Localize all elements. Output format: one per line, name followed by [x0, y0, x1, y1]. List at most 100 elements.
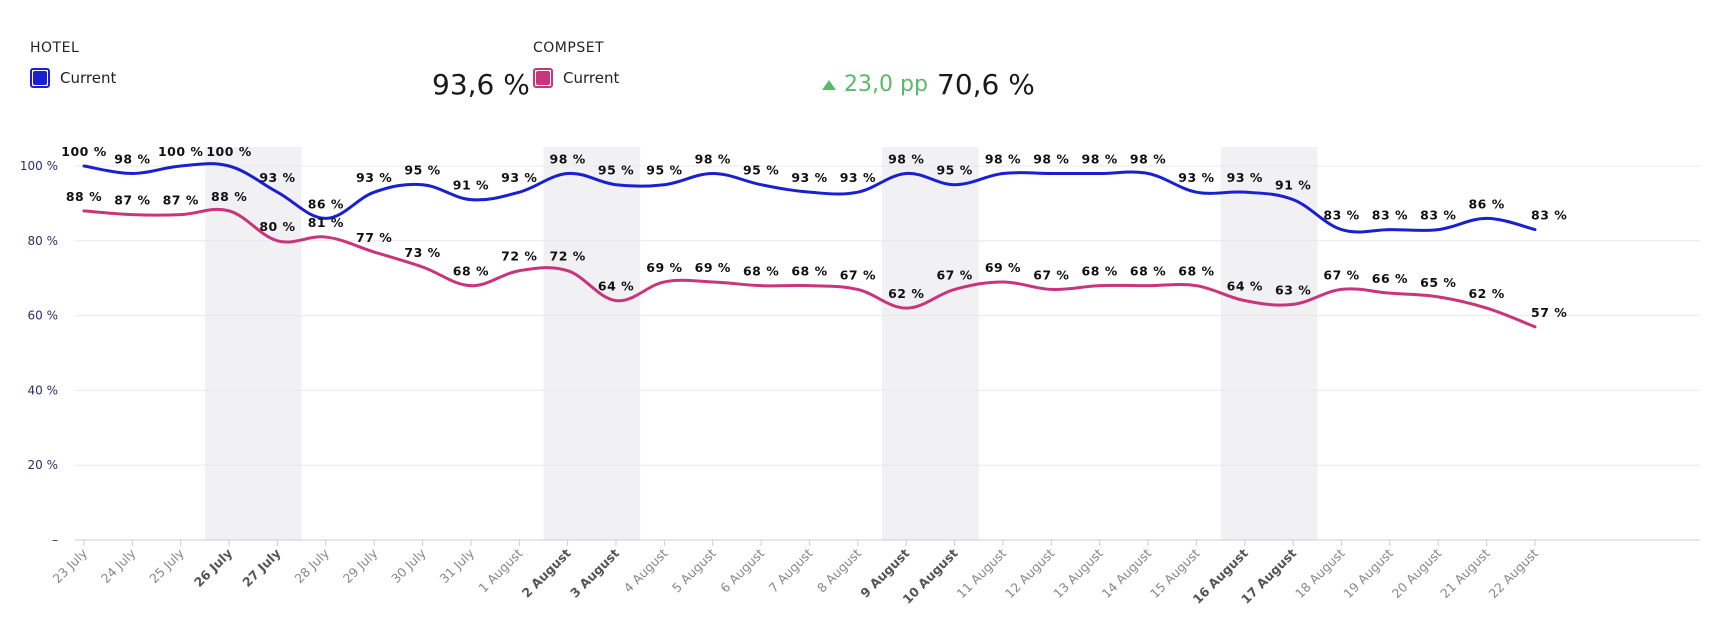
data-label: 68 % [791, 264, 827, 279]
data-label: 67 % [1033, 267, 1069, 282]
data-label: 67 % [840, 267, 876, 282]
data-label: 68 % [1130, 264, 1166, 279]
compset-legend-label: Current [563, 69, 620, 87]
compset-value: 70,6 % [937, 68, 1035, 101]
data-label: 64 % [1227, 279, 1263, 294]
y-tick-label: 80 % [28, 234, 59, 248]
data-label: 57 % [1531, 305, 1567, 320]
data-label: 86 % [1468, 196, 1504, 211]
compset-swatch-icon[interactable] [533, 68, 553, 88]
data-label: 95 % [404, 163, 440, 178]
x-tick-label: 3 August [567, 546, 622, 601]
y-tick-label: 40 % [28, 383, 59, 397]
data-label: 93 % [1227, 170, 1263, 185]
series-line-compset [82, 207, 1537, 329]
x-tick-label: 20 August [1389, 545, 1445, 601]
x-tick-label: 7 August [766, 545, 816, 595]
delta-indicator: 23,0 pp [822, 72, 928, 97]
data-label: 88 % [66, 189, 102, 204]
data-label: 62 % [1468, 286, 1504, 301]
data-label: 91 % [1275, 178, 1311, 193]
data-label: 73 % [404, 245, 440, 260]
hotel-value: 93,6 % [432, 68, 530, 101]
data-label: 80 % [259, 219, 295, 234]
weekend-band-2 [543, 147, 641, 540]
data-label: 68 % [453, 264, 489, 279]
data-label: 93 % [1178, 170, 1214, 185]
x-tick-label: 5 August [669, 545, 719, 595]
data-label: 67 % [1323, 267, 1359, 282]
data-label: 83 % [1531, 208, 1567, 223]
data-label: 66 % [1372, 271, 1408, 286]
x-tick-label: 25 July [146, 545, 187, 586]
x-tick-label: 21 August [1437, 545, 1493, 601]
x-tick-label: 1 August [475, 545, 525, 595]
x-tick-label: 14 August [1099, 545, 1155, 601]
data-label: 100 % [206, 144, 251, 159]
x-tick-label: 11 August [953, 545, 1009, 601]
data-label: 69 % [646, 260, 682, 275]
x-tick-label: 31 July [436, 545, 477, 586]
compset-legend-title: COMPSET [533, 40, 605, 56]
data-label: 68 % [1082, 264, 1118, 279]
data-label: 68 % [743, 264, 779, 279]
data-label: 100 % [61, 144, 106, 159]
weekend-band-4 [1220, 147, 1318, 540]
data-label: 83 % [1372, 208, 1408, 223]
data-label: 87 % [163, 193, 199, 208]
data-label: 87 % [114, 193, 150, 208]
x-tick-label: 27 July [239, 546, 283, 590]
x-tick-label: 28 July [291, 545, 332, 586]
data-label: 98 % [888, 151, 924, 166]
data-label: 98 % [1082, 151, 1118, 166]
data-label: 67 % [936, 267, 972, 282]
data-label: 64 % [598, 279, 634, 294]
data-label: 63 % [1275, 282, 1311, 297]
hotel-legend-item[interactable]: Current [30, 68, 116, 88]
data-label: 95 % [743, 163, 779, 178]
compset-legend: COMPSET Current [533, 40, 619, 88]
data-label: 65 % [1420, 275, 1456, 290]
triangle-up-icon [822, 79, 836, 90]
y-tick-label: 20 % [28, 458, 59, 472]
data-label: 95 % [598, 163, 634, 178]
data-label: 62 % [888, 286, 924, 301]
data-label: 68 % [1178, 264, 1214, 279]
data-label: 98 % [550, 151, 586, 166]
x-tick-label: 13 August [1050, 545, 1106, 601]
data-label: 98 % [985, 151, 1021, 166]
weekend-band-3 [882, 147, 979, 540]
data-label: 69 % [985, 260, 1021, 275]
data-label: 83 % [1323, 208, 1359, 223]
hotel-legend-title: HOTEL [30, 40, 80, 56]
y-tick-label: 100 % [20, 159, 58, 173]
compset-legend-item[interactable]: Current [533, 68, 619, 88]
data-label: 83 % [1420, 208, 1456, 223]
y-tick-label: 60 % [28, 309, 59, 323]
hotel-legend-label: Current [60, 69, 117, 87]
data-label: 81 % [308, 215, 344, 230]
hotel-swatch-icon[interactable] [30, 68, 50, 88]
data-label: 100 % [158, 144, 203, 159]
x-tick-label: 4 August [621, 545, 671, 595]
data-label: 93 % [501, 170, 537, 185]
data-label: 77 % [356, 230, 392, 245]
data-label: 98 % [1130, 151, 1166, 166]
data-label: 93 % [840, 170, 876, 185]
hotel-legend: HOTEL Current [30, 40, 116, 88]
x-tick-label: 26 July [191, 546, 235, 590]
x-tick-label: 6 August [717, 545, 767, 595]
data-label: 93 % [259, 170, 295, 185]
data-label: 95 % [646, 163, 682, 178]
x-tick-label: 23 July [50, 545, 91, 586]
data-label: 93 % [791, 170, 827, 185]
data-label: 88 % [211, 189, 247, 204]
data-label: 95 % [936, 163, 972, 178]
x-tick-label: 30 July [388, 545, 429, 586]
data-label: 86 % [308, 196, 344, 211]
x-tick-label: 22 August [1486, 545, 1542, 601]
x-tick-label: 19 August [1340, 545, 1396, 601]
data-label: 98 % [695, 151, 731, 166]
data-label: 98 % [114, 151, 150, 166]
